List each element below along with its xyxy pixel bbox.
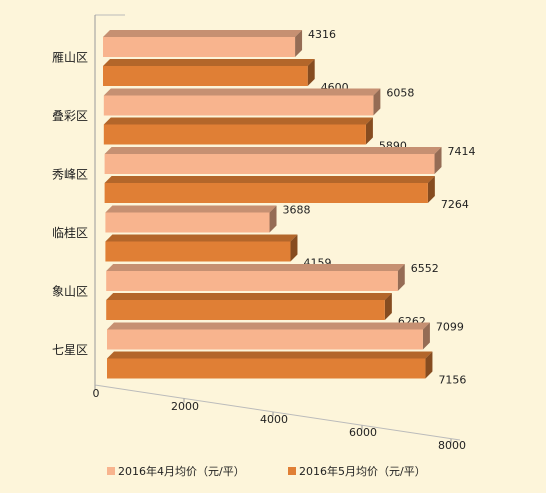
x-tick-label: 2000 [171, 400, 199, 413]
bar-face [104, 147, 442, 154]
bar-face [106, 264, 405, 271]
category-label: 象山区 [52, 285, 88, 299]
legend-swatch [288, 467, 296, 475]
bar [105, 205, 277, 233]
bar-face [295, 30, 303, 57]
category-label: 七星区 [52, 343, 88, 357]
value-label: 6552 [411, 262, 439, 275]
bar-face [104, 154, 435, 174]
value-label: 3688 [283, 204, 311, 217]
bar-face [427, 176, 435, 203]
bar-face [269, 205, 277, 233]
bar-face [105, 212, 270, 233]
bar-face [434, 147, 442, 174]
bar [106, 293, 392, 320]
bar-face [103, 124, 366, 145]
x-tick-label: 8000 [438, 439, 466, 452]
value-label: 7099 [436, 321, 464, 334]
category-label: 叠彩区 [52, 109, 88, 123]
bar [103, 59, 315, 86]
bar-face [307, 59, 315, 86]
bar-face [104, 183, 428, 203]
bar [103, 117, 373, 145]
category-label: 雁山区 [52, 51, 88, 65]
bar-face [106, 293, 392, 300]
value-label: 7414 [448, 145, 476, 158]
bar-face [103, 88, 381, 96]
legend-label: 2016年4月均价（元/平） [118, 464, 245, 478]
bar-face [397, 264, 405, 291]
bar [107, 351, 433, 379]
value-label: 7264 [441, 198, 469, 211]
bar-face [107, 351, 433, 359]
bar-face [425, 351, 433, 379]
bar-face [290, 234, 298, 262]
legend-label: 2016年5月均价（元/平） [299, 464, 426, 478]
value-label: 7156 [438, 374, 466, 387]
bar-face [103, 37, 296, 57]
category-label: 临桂区 [52, 225, 88, 240]
bar-face [103, 59, 315, 66]
bar [107, 322, 430, 350]
x-tick-label: 6000 [349, 426, 377, 439]
value-label: 4316 [308, 28, 336, 41]
bar-face [103, 66, 308, 86]
bar-face [365, 117, 373, 145]
bar-face [105, 205, 277, 213]
bar-face [103, 117, 373, 125]
bar-face [422, 322, 430, 350]
x-tick-label: 4000 [260, 413, 288, 426]
bar-face [107, 322, 430, 330]
bar-face [103, 30, 303, 37]
x-tick-label: 0 [93, 387, 100, 400]
bar-face [103, 95, 374, 116]
bar-face [384, 293, 392, 320]
bar-face [373, 88, 381, 116]
value-label: 6058 [386, 87, 414, 100]
bar-face [106, 271, 398, 291]
bar [104, 176, 435, 203]
bar [106, 264, 405, 291]
bar-face [104, 176, 435, 183]
floor-edge [94, 384, 461, 441]
legend-swatch [107, 467, 115, 475]
bar-face [107, 329, 423, 350]
category-label: 秀峰区 [52, 168, 88, 182]
bar [104, 147, 442, 174]
bar [103, 88, 381, 116]
bar-face [105, 234, 298, 242]
bar-face [105, 241, 291, 262]
bar-face [107, 358, 426, 379]
bar [105, 234, 298, 262]
bar-face [106, 300, 385, 320]
bar [103, 30, 303, 57]
